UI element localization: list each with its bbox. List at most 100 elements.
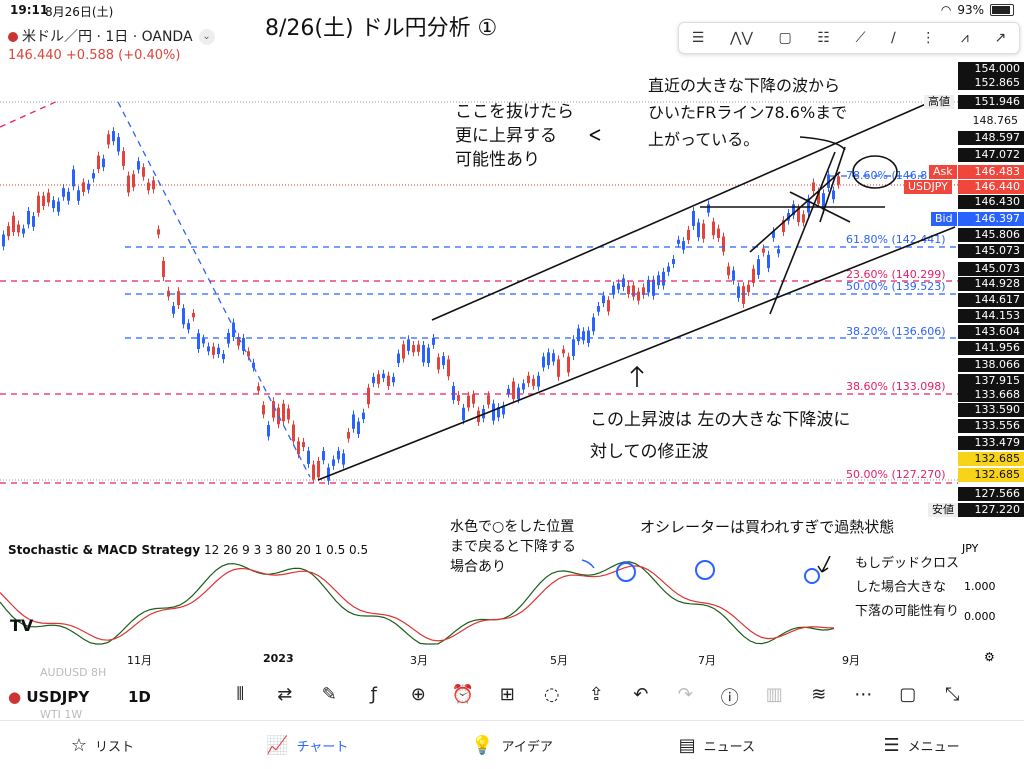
candle-body xyxy=(292,424,295,442)
candle-body xyxy=(512,381,515,400)
candle-body xyxy=(527,375,530,384)
fib-retracement-icon[interactable]: ☷ xyxy=(817,30,830,46)
symbol-selector[interactable]: ● USDJPY xyxy=(8,688,89,706)
tab-chart[interactable]: 📈 チャート xyxy=(205,721,410,769)
redo-icon[interactable]: ↷ xyxy=(677,684,693,705)
undo-icon[interactable]: ↶ xyxy=(633,684,649,705)
candle-body xyxy=(677,239,680,244)
candle-body xyxy=(472,394,475,404)
candle-body xyxy=(647,279,650,293)
square-icon[interactable]: ▢ xyxy=(899,684,917,705)
symbol-header[interactable]: 米ドル／円 · 1日 · OANDA ⌄ xyxy=(8,26,215,46)
stoch-k-line xyxy=(0,561,835,645)
candle-body xyxy=(637,291,640,301)
candle-body xyxy=(247,351,250,357)
tab-news[interactable]: ▤ ニュース xyxy=(614,721,819,769)
tab-ideas[interactable]: 💡 アイデア xyxy=(410,721,615,769)
bar-chart-icon[interactable]: ▥ xyxy=(765,684,783,705)
note-line: ひいたFRライン78.6%まで xyxy=(648,103,848,122)
add-icon[interactable]: ⊕ xyxy=(410,684,426,705)
candle-body xyxy=(272,401,275,418)
candle-type-icon[interactable]: ⫴ xyxy=(236,684,245,705)
indicators-icon[interactable]: ƒ xyxy=(370,684,377,705)
tab-label: アイデア xyxy=(501,739,553,755)
rectangle-tool-icon[interactable]: ▢ xyxy=(778,30,792,46)
candle-body xyxy=(282,403,285,422)
wave-icon[interactable]: ≋ xyxy=(811,684,827,705)
menu-icon: ☰ xyxy=(883,734,900,756)
vertical-line-icon[interactable]: ⋮ xyxy=(921,30,936,46)
candle-body xyxy=(297,441,300,455)
candle-body xyxy=(182,308,185,325)
horizontal-ray-icon[interactable]: ↗ xyxy=(994,30,1007,46)
brush-icon[interactable]: ✎ xyxy=(321,684,337,705)
candle-body xyxy=(607,300,610,312)
candle-body xyxy=(822,193,825,210)
price-axis-label: 133.556 xyxy=(958,419,1024,433)
candle-body xyxy=(7,226,10,237)
fullscreen-icon[interactable]: ⤡ xyxy=(945,684,960,705)
info-icon[interactable]: ⓘ xyxy=(720,688,739,709)
alert-icon[interactable]: ⏰ xyxy=(451,684,474,705)
candle-body xyxy=(722,236,725,252)
candle-body xyxy=(107,134,110,145)
candle-body xyxy=(782,220,785,233)
oscillator-chart[interactable]: TV xyxy=(0,556,958,648)
idea-bulb-icon[interactable]: ◌ xyxy=(543,684,560,705)
handwritten-note: ここを抜けたら 更に上昇する 可能性あり xyxy=(455,100,574,172)
share-icon[interactable]: ⇪ xyxy=(588,684,604,705)
tool-buttons: ⫴ ⇄ ✎ ƒ ⊕ ⏰ ⊞ ◌ ⇪ ↶ ↷ ⓘ ▥ ≋ ⋯ ▢ ⤡ xyxy=(218,684,975,710)
candle-body xyxy=(387,375,390,386)
compare-icon[interactable]: ⇄ xyxy=(277,684,293,705)
oscillator-title[interactable]: Stochastic & MACD Strategy 12 26 9 3 3 8… xyxy=(8,543,368,557)
candle-body xyxy=(367,387,370,405)
price-axis-label: 127.220 xyxy=(958,503,1024,517)
chart-icon: 📈 xyxy=(266,734,289,756)
note-line: 直近の大きな下降の波から xyxy=(648,76,841,95)
price-chart[interactable]: 78.60% (146.8 61.80% (142.441) 23.60% (1… xyxy=(0,62,958,532)
elliott-wave-icon[interactable]: ⋀⋁ xyxy=(729,30,753,46)
layout-icon[interactable]: ⊞ xyxy=(499,684,515,705)
candle-body xyxy=(502,405,505,415)
time-label: 3月 xyxy=(410,654,428,667)
candle-body xyxy=(137,161,140,170)
candle-body xyxy=(377,374,380,384)
time-label: 2023 xyxy=(263,652,294,665)
trendline-icon[interactable]: ⟋ xyxy=(855,30,866,46)
idea-icon: 💡 xyxy=(471,734,494,756)
tab-label: チャート xyxy=(296,739,349,755)
candle-body xyxy=(312,464,315,480)
candle-body xyxy=(87,183,90,190)
tab-menu[interactable]: ☰ メニュー xyxy=(819,721,1024,769)
candle-body xyxy=(602,295,605,304)
handwritten-note: この上昇波は 左の大きな下降波に 対しての修正波 xyxy=(590,404,850,468)
candle-body xyxy=(697,222,700,238)
price-axis[interactable]: 154.000 152.865 151.946 148.765 148.597 147.0… xyxy=(958,62,1024,532)
candle-body xyxy=(622,278,625,288)
candle-body xyxy=(682,241,685,250)
pitchfork-tool-icon[interactable]: ☰ xyxy=(691,30,705,46)
candle-body xyxy=(117,137,120,152)
bid-tag: Bid xyxy=(931,212,957,226)
tab-list[interactable]: ☆ リスト xyxy=(0,721,205,769)
candle-body xyxy=(82,182,85,192)
candle-body xyxy=(242,337,245,351)
price-axis-label: 133.668 xyxy=(958,388,1024,402)
path-tool-icon[interactable]: ⩘ xyxy=(960,30,969,46)
time-axis[interactable]: 11月 2023 3月 5月 7月 9月 xyxy=(0,650,958,668)
price-axis-label: 133.590 xyxy=(958,403,1024,417)
more-icon[interactable]: ⋯ xyxy=(854,684,873,705)
note-line: この上昇波は 左の大きな下降波に xyxy=(590,410,851,430)
candle-body xyxy=(172,306,175,314)
settings-icon[interactable]: ⚙ xyxy=(984,650,995,664)
timeframe-selector[interactable]: 1D xyxy=(128,688,151,706)
ray-icon[interactable]: ∕ xyxy=(890,30,896,46)
osc-axis-label: 0.000 xyxy=(964,610,996,623)
price-axis-label: 152.865 xyxy=(958,76,1024,90)
fib-label: 23.60% (140.299) xyxy=(846,268,946,281)
chevron-down-icon[interactable]: ⌄ xyxy=(198,29,215,45)
candle-body xyxy=(192,313,195,318)
candle-body xyxy=(187,323,190,330)
candle-body xyxy=(407,339,410,351)
candle-body xyxy=(157,229,160,235)
